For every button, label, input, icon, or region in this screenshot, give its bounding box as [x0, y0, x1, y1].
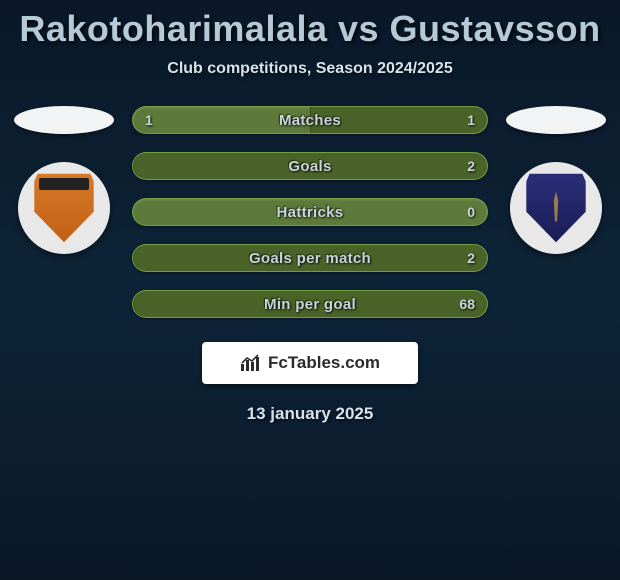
stat-right-value: 2 — [467, 245, 475, 271]
page-subtitle: Club competitions, Season 2024/2025 — [0, 60, 620, 78]
stats-column: 1Matches1Goals2Hattricks0Goals per match… — [132, 106, 488, 318]
main-row: 1Matches1Goals2Hattricks0Goals per match… — [0, 106, 620, 318]
stat-right-value: 68 — [459, 291, 475, 317]
page-title: Rakotoharimalala vs Gustavsson — [0, 8, 620, 50]
brand-badge[interactable]: FcTables.com — [202, 342, 418, 384]
shield-icon — [523, 170, 589, 246]
stat-label: Hattricks — [133, 199, 487, 225]
brand-text: FcTables.com — [268, 353, 380, 373]
comparison-card: Rakotoharimalala vs Gustavsson Club comp… — [0, 0, 620, 424]
left-player-col — [14, 106, 114, 254]
stat-bar: 1Matches1 — [132, 106, 488, 134]
stat-bar: Min per goal68 — [132, 290, 488, 318]
stat-right-value: 1 — [467, 107, 475, 133]
stat-label: Min per goal — [133, 291, 487, 317]
club-badge-right — [510, 162, 602, 254]
player-photo-placeholder-right — [506, 106, 606, 134]
stat-right-value: 0 — [467, 199, 475, 225]
right-player-col — [506, 106, 606, 254]
stat-label: Goals per match — [133, 245, 487, 271]
stat-label: Goals — [133, 153, 487, 179]
stat-bar: Goals per match2 — [132, 244, 488, 272]
stat-label: Matches — [133, 107, 487, 133]
stat-bar: Goals2 — [132, 152, 488, 180]
stat-right-value: 2 — [467, 153, 475, 179]
shield-icon — [31, 170, 97, 246]
stat-bar: Hattricks0 — [132, 198, 488, 226]
player-photo-placeholder-left — [14, 106, 114, 134]
date-label: 13 january 2025 — [0, 404, 620, 424]
chart-icon — [240, 354, 262, 372]
club-badge-left — [18, 162, 110, 254]
